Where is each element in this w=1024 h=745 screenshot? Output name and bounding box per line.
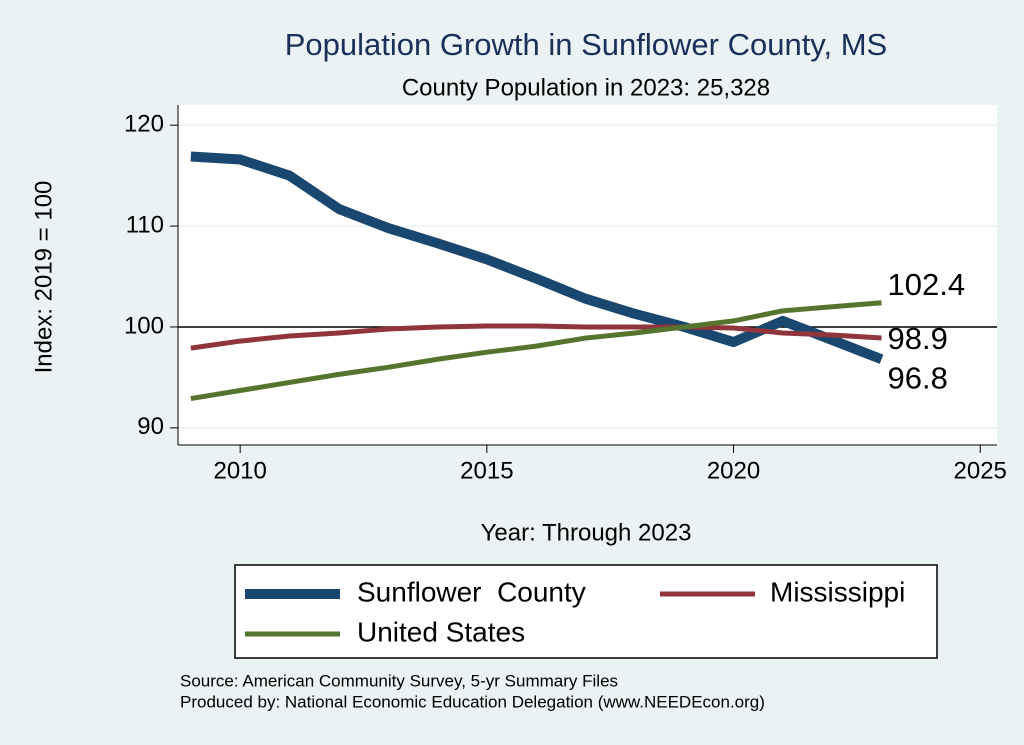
y-tick-label: 90 xyxy=(137,413,164,440)
y-tick-label: 120 xyxy=(124,111,164,138)
series-line xyxy=(190,151,884,364)
legend-label: Mississippi xyxy=(770,576,905,607)
x-tick-label: 2020 xyxy=(707,457,760,484)
end-label: 102.4 xyxy=(888,267,966,302)
source-note: Source: American Community Survey, 5-yr … xyxy=(180,671,618,690)
legend xyxy=(234,564,938,659)
x-tick-label: 2015 xyxy=(460,457,513,484)
plot-area xyxy=(178,105,997,445)
series-line xyxy=(190,300,882,402)
source-note: Produced by: National Economic Education… xyxy=(180,692,765,711)
legend-label: United States xyxy=(357,616,525,647)
y-axis-title: Index: 2019 = 100 xyxy=(30,181,57,374)
y-tick-label: 100 xyxy=(124,312,164,339)
y-tick-label: 110 xyxy=(126,211,164,238)
end-label: 98.9 xyxy=(888,321,948,356)
end-label: 96.8 xyxy=(888,360,948,395)
x-axis-title: Year: Through 2023 xyxy=(481,519,692,546)
x-tick-label: 2010 xyxy=(213,457,266,484)
chart-subtitle: County Population in 2023: 25,328 xyxy=(402,74,770,101)
x-tick-label: 2025 xyxy=(954,457,1007,484)
series-line xyxy=(190,323,882,351)
legend-label: Sunflower County xyxy=(357,576,586,607)
chart-title: Population Growth in Sunflower County, M… xyxy=(285,27,888,62)
